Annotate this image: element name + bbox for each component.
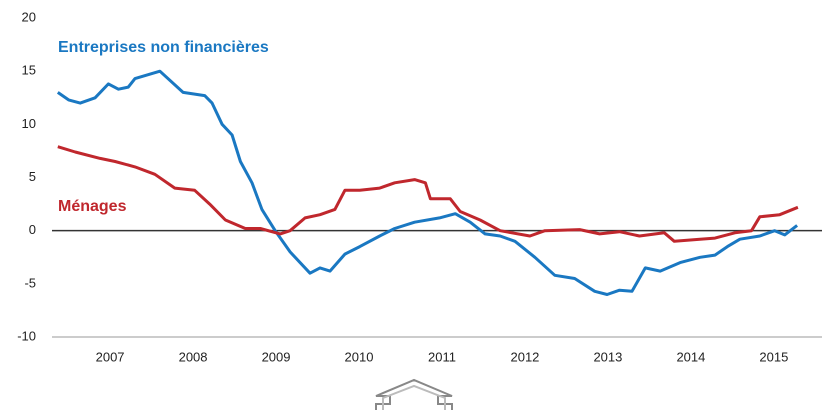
x-tick-label: 2011 (428, 349, 456, 364)
y-tick-label: -10 (17, 328, 36, 343)
y-tick-label: -5 (24, 275, 36, 290)
x-tick-label: 2008 (179, 349, 208, 364)
series-label: Ménages (58, 198, 127, 215)
x-tick-label: 2010 (345, 349, 374, 364)
y-tick-label: 10 (22, 116, 36, 131)
x-tick-label: 2007 (96, 349, 125, 364)
y-tick-label: 0 (29, 222, 36, 237)
x-tick-label: 2014 (676, 349, 705, 364)
x-tick-label: 2009 (262, 349, 291, 364)
arrow-outline[interactable] (375, 378, 453, 410)
x-tick-label: 2012 (510, 349, 539, 364)
y-tick-label: 20 (22, 9, 36, 24)
scroll-up-icon[interactable] (375, 378, 453, 410)
y-tick-label: 15 (22, 63, 36, 78)
y-tick-label: 5 (29, 169, 36, 184)
series-label: Entreprises non financières (58, 39, 269, 56)
arrow-inner[interactable] (382, 384, 446, 410)
x-tick-label: 2015 (759, 349, 788, 364)
x-tick-label: 2013 (593, 349, 622, 364)
series-line (57, 145, 799, 243)
series-line (56, 69, 799, 296)
